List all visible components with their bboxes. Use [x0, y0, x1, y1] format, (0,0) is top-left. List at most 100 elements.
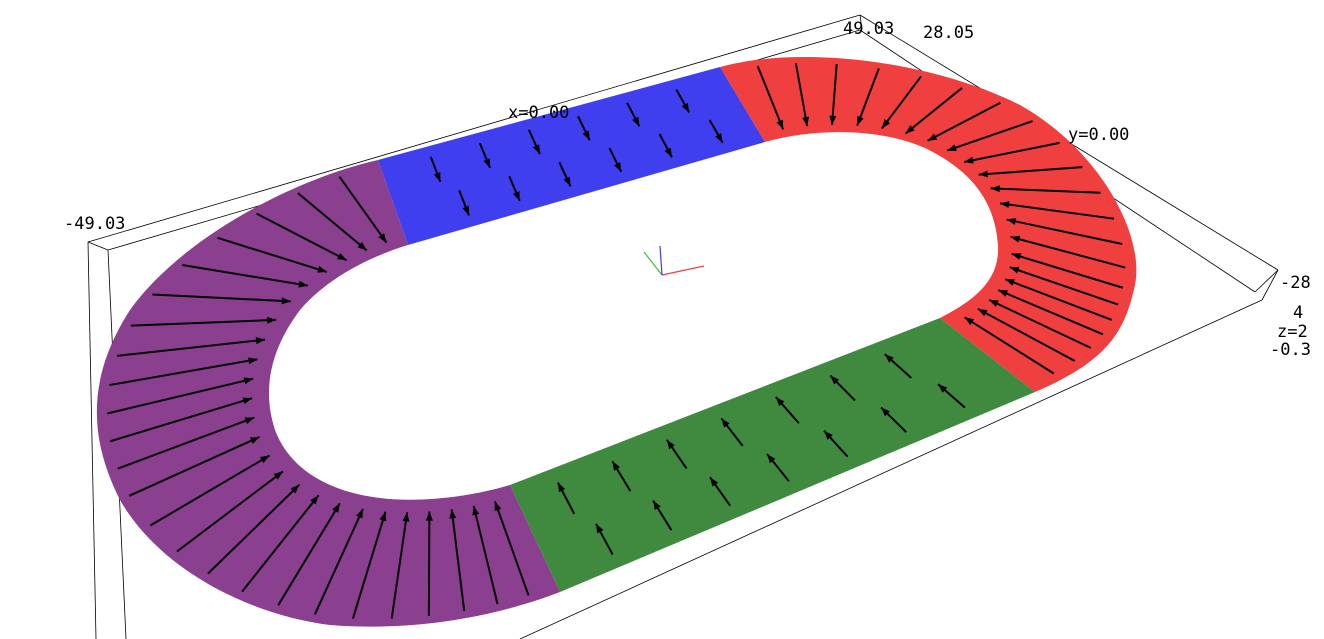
vector-arrow-head	[829, 115, 837, 125]
vector-arrow-shaft	[109, 397, 253, 443]
vector-arrow-head	[247, 357, 258, 365]
vector-arrow-head	[378, 233, 387, 243]
vector-arrow-shaft	[978, 166, 1083, 176]
vector-arrow-head	[242, 397, 253, 405]
vector-arrow-head	[881, 407, 890, 417]
vector-arrow-head	[336, 252, 347, 261]
vector-arrow-shaft	[990, 187, 1101, 194]
vector-arrow-head	[596, 523, 604, 534]
vector-arrow-head	[462, 205, 470, 216]
vector-arrow-shaft	[794, 63, 809, 127]
vector-arrow-head	[281, 297, 291, 305]
vector-arrow-head	[830, 375, 840, 385]
vector-arrow-shaft	[997, 289, 1104, 336]
y-zero-label: y=0.00	[1068, 125, 1129, 145]
vector-arrow-shaft	[927, 101, 1001, 142]
vector-arrow-head	[582, 130, 590, 141]
vector-arrows	[107, 63, 1126, 619]
vector-arrow-head	[243, 377, 254, 385]
vector-arrow-head	[298, 280, 308, 288]
vector-arrow-head	[255, 337, 266, 345]
vector-arrow-head	[1009, 266, 1020, 274]
z-top-label: 4	[1293, 303, 1303, 323]
orientation-gizmo	[643, 245, 705, 276]
vector-arrow-shaft	[988, 298, 1092, 349]
vector-arrow-head	[824, 430, 833, 440]
vector-arrow-shaft	[351, 511, 387, 619]
x-min-label: -49.03	[64, 214, 125, 234]
vector-arrow-head	[273, 471, 283, 480]
z-bottom-label: -0.3	[1270, 340, 1311, 360]
vector-arrow-shaft	[756, 65, 785, 130]
vector-arrow-head	[259, 455, 270, 464]
vector-arrow-shaft	[472, 505, 499, 605]
vector-arrow-shaft	[881, 75, 922, 130]
vector-arrow-head	[964, 317, 975, 326]
vector-arrow-head	[938, 384, 948, 393]
vector-arrow-head	[512, 191, 520, 201]
vector-arrow-head	[1005, 279, 1015, 286]
vector-arrow-shaft	[999, 202, 1115, 220]
vector-arrow-head	[884, 354, 894, 363]
vector-arrow-head	[989, 299, 999, 307]
vector-arrow-head	[402, 512, 410, 522]
vector-arrow-head	[721, 418, 730, 428]
segment-blue-straight	[378, 67, 765, 245]
vector-arrow-head	[905, 125, 915, 134]
vector-arrow-head	[857, 115, 864, 126]
y-max-label: 28.05	[923, 23, 974, 43]
vector-arrow-head	[632, 116, 640, 127]
vector-arrow-head	[776, 119, 784, 130]
vector-arrow-shaft	[107, 377, 254, 415]
vector-arrow-head	[357, 241, 367, 251]
vector-arrow-head	[715, 133, 723, 143]
vector-arrow-shaft	[256, 212, 348, 262]
vector-arrow-shaft	[1009, 266, 1119, 306]
vector-arrow-shaft	[831, 63, 838, 125]
vector-arrow-shaft	[116, 338, 266, 357]
vector-arrow-shaft	[946, 120, 1033, 152]
vector-arrow-head	[563, 176, 571, 187]
vector-arrow-head	[767, 453, 776, 464]
vector-arrow-head	[310, 495, 319, 505]
vector-arrow-head	[977, 308, 988, 317]
vector-arrow-head	[881, 119, 891, 129]
vector-arrow-shaft	[1011, 252, 1124, 289]
vector-arrow-shaft	[182, 263, 309, 287]
vector-arrow-head	[775, 396, 785, 407]
vector-arrow-head	[612, 461, 621, 471]
vector-arrow-head	[998, 290, 1008, 297]
vector-arrow-shaft	[1004, 278, 1113, 321]
gizmo-y-axis	[643, 251, 663, 276]
vector-arrow-head	[681, 102, 690, 113]
vector-arrow-shaft	[207, 483, 301, 575]
vector-arrow-shaft	[176, 470, 284, 553]
vector-arrow-head	[990, 185, 1000, 193]
vector-arrow-shaft	[1010, 235, 1126, 269]
vector-arrow-head	[927, 133, 938, 141]
vector-arrow-shaft	[1006, 218, 1123, 245]
vector-arrow-shaft	[856, 68, 880, 126]
vector-arrow-head	[947, 144, 957, 151]
vector-arrow-shaft	[117, 416, 255, 470]
vector-arrow-shaft	[241, 494, 320, 593]
vector-arrow-shaft	[109, 358, 258, 387]
vector-arrow-shaft	[964, 316, 1055, 375]
vector-arrow-head	[267, 316, 277, 324]
vector-arrow-shaft	[450, 509, 466, 612]
vector-arrow-shaft	[390, 512, 409, 619]
gizmo-z-axis	[659, 245, 663, 276]
vector-arrow-head	[249, 437, 260, 444]
vector-arrow-head	[557, 482, 566, 493]
vector-arrow-shaft	[904, 87, 963, 135]
vector-arrow-shaft	[427, 511, 431, 616]
vector-arrow-head	[356, 508, 363, 519]
vector-arrow-shaft	[152, 293, 291, 303]
vector-arrow-head	[964, 156, 974, 164]
vector-arrow-head	[433, 172, 441, 182]
vector-arrow-head	[1006, 217, 1017, 225]
vector-arrow-head	[1010, 235, 1021, 243]
vector-arrow-shaft	[493, 500, 530, 596]
vector-arrow-head	[1011, 253, 1022, 260]
